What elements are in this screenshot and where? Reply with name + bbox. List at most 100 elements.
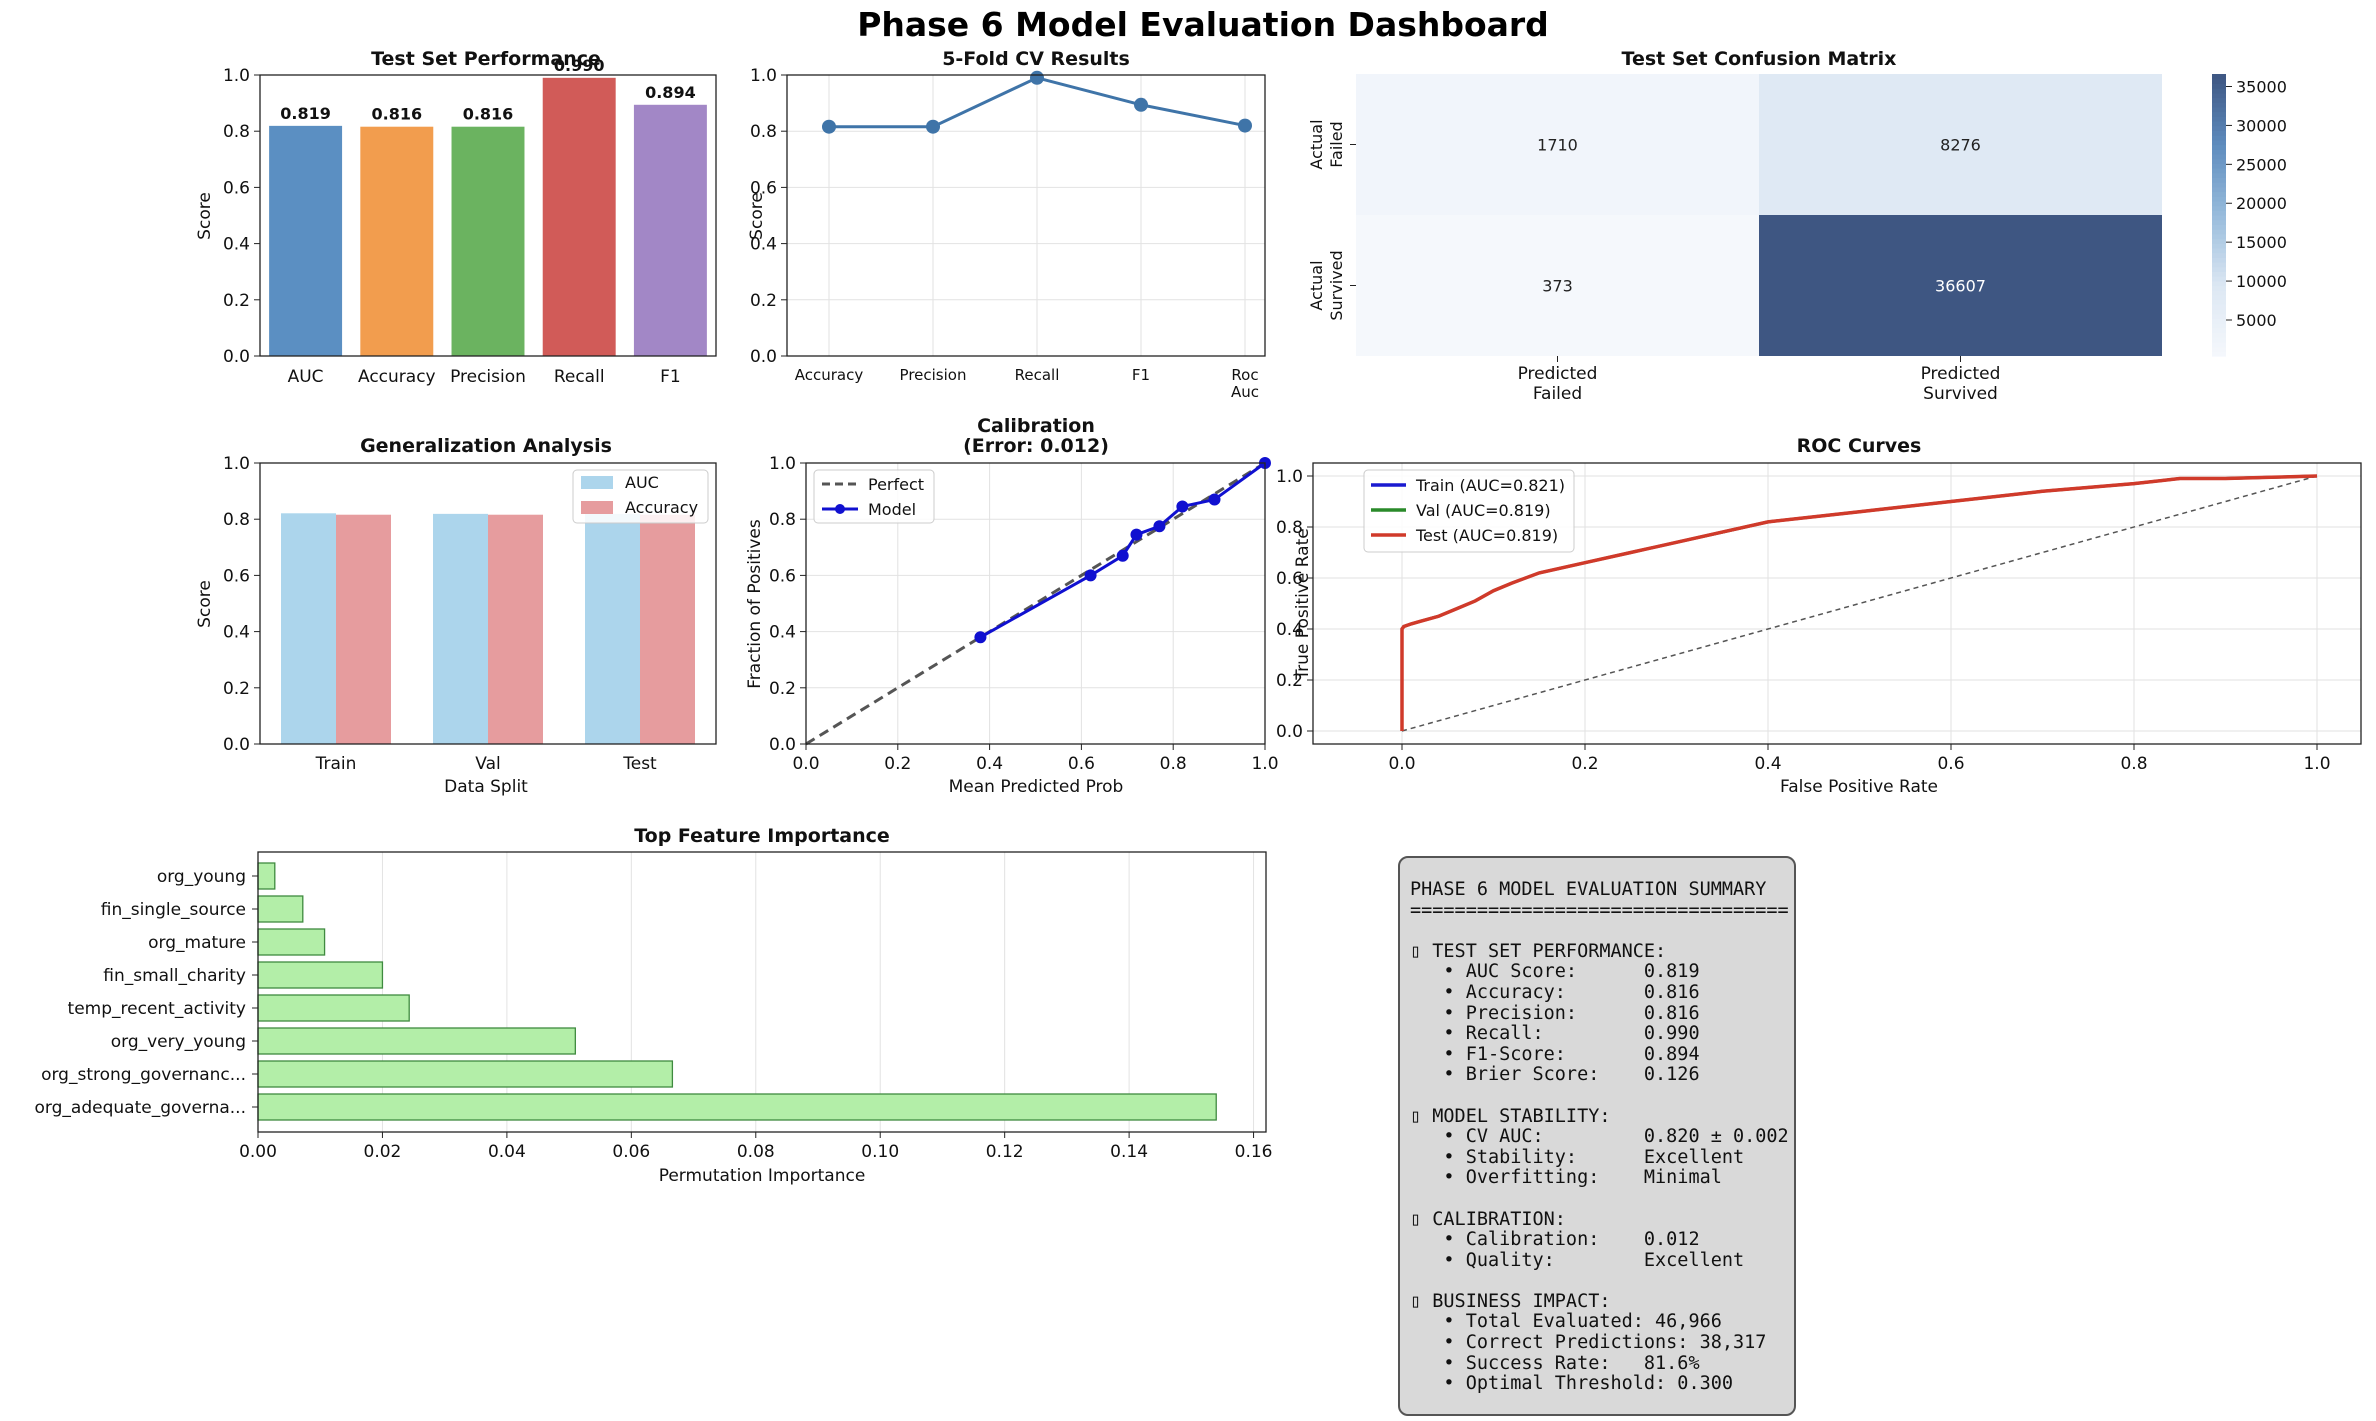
col-label: Failed (1533, 384, 1582, 404)
summary-line: • Overfitting: Minimal (1410, 1167, 1722, 1189)
model-point (1153, 520, 1166, 533)
colorbar-segment (2212, 111, 2226, 117)
cv-point (1030, 70, 1044, 85)
colorbar-segment (2212, 276, 2226, 282)
summary-line: • AUC Score: 0.819 (1410, 961, 1700, 983)
bar-accuracy-train (336, 514, 391, 744)
colorbar-tick-label: 30000 (2236, 116, 2287, 135)
colorbar-segment (2212, 309, 2226, 315)
heatmap-cell (1356, 74, 1759, 215)
chart-title: Test Set Confusion Matrix (1622, 48, 1897, 70)
y-tick-label: 0.6 (223, 178, 250, 198)
model-point (974, 631, 987, 644)
summary-line: ▯ MODEL STABILITY: (1410, 1105, 1611, 1127)
y-axis-label: True Positive Rate (1293, 528, 1313, 680)
chart-title: Calibration (977, 415, 1095, 437)
x-tick-label: Test (622, 754, 657, 774)
colorbar-segment (2212, 318, 2226, 324)
summary-line: • Quality: Excellent (1410, 1249, 1745, 1271)
colorbar-segment (2212, 135, 2226, 141)
x-tick-label: 1.0 (2303, 754, 2330, 774)
model-point (1116, 549, 1129, 562)
y-tick-label: 0.8 (223, 510, 250, 530)
y-tick-label: 0.4 (769, 623, 796, 643)
colorbar-segment (2212, 102, 2226, 108)
x-tick-label: 0.04 (488, 1142, 526, 1162)
summary-line: • Optimal Threshold: 0.300 (1410, 1373, 1734, 1395)
x-tick-label: F1 (1132, 366, 1150, 384)
x-tick-label: Auc (1231, 383, 1259, 401)
summary-line (1410, 921, 1794, 942)
colorbar-segment (2212, 116, 2226, 122)
y-tick-label: 0.6 (1276, 569, 1303, 589)
summary-line: • Brier Score: 0.126 (1410, 1064, 1700, 1086)
y-tick-label: 0.8 (1276, 518, 1303, 538)
bar-auc-test (585, 513, 640, 744)
colorbar-segment (2212, 106, 2226, 113)
summary-line: ================================== (1410, 899, 1789, 921)
x-tick-label: Roc (1231, 366, 1258, 384)
x-tick-label: 0.0 (792, 754, 819, 774)
summary-line: ▯ CALIBRATION: (1410, 1208, 1566, 1230)
y-tick-label: 0.6 (769, 566, 796, 586)
x-tick-label: 0.08 (737, 1142, 775, 1162)
x-tick-label: AUC (288, 367, 324, 387)
x-tick-label: Recall (1015, 366, 1060, 384)
roc-curve-2 (1400, 474, 2318, 731)
colorbar-segment (2212, 271, 2226, 277)
summary-line: ▯ TEST SET PERFORMANCE: (1410, 940, 1667, 962)
summary-line: • Stability: Excellent (1410, 1146, 1745, 1168)
cell-value: 36607 (1935, 277, 1986, 296)
heatmap-cell (1759, 215, 2162, 356)
x-tick-label: 0.16 (1235, 1142, 1273, 1162)
cell-value: 1710 (1537, 136, 1578, 155)
colorbar-segment (2212, 304, 2226, 310)
y-tick-label: 0.0 (223, 347, 250, 367)
y-tick-label: 0.6 (223, 566, 250, 586)
feature-label: org_very_young (111, 1032, 246, 1052)
legend-swatch (581, 476, 613, 489)
colorbar-segment (2212, 285, 2226, 291)
legend-label: Model (868, 500, 916, 519)
col-label: Predicted (1921, 364, 2001, 384)
y-tick-label: 1.0 (769, 454, 796, 474)
colorbar-segment (2212, 205, 2226, 211)
heatmap-cell (1759, 74, 2162, 215)
x-tick-label: 0.00 (239, 1142, 277, 1162)
colorbar-segment (2212, 191, 2226, 197)
y-tick-label: 0.2 (1276, 671, 1303, 691)
legend-marker (835, 504, 845, 514)
legend-label: Val (AUC=0.819) (1416, 501, 1551, 520)
colorbar-segment (2212, 215, 2226, 221)
x-tick-label: 0.0 (1388, 754, 1415, 774)
x-tick-label: 0.6 (1937, 754, 1964, 774)
colorbar-segment (2212, 346, 2226, 352)
row-label: Survived (1327, 250, 1346, 320)
colorbar-tick-label: 15000 (2236, 233, 2287, 252)
plot-frame (257, 851, 1267, 1133)
colorbar-segment (2212, 97, 2226, 103)
legend-swatch (581, 501, 613, 514)
colorbar-segment (2212, 294, 2226, 301)
x-tick-label: Accuracy (795, 366, 864, 384)
x-tick-label: 1.0 (1251, 754, 1278, 774)
y-tick-label: 0.2 (223, 679, 250, 699)
colorbar-segment (2212, 299, 2226, 305)
x-axis-label: Data Split (444, 777, 528, 797)
cell-value: 8276 (1940, 136, 1981, 155)
y-tick-label: 0.4 (223, 623, 250, 643)
chart-title: Test Set Performance (371, 48, 601, 70)
summary-line: • F1-Score: 0.894 (1410, 1043, 1700, 1065)
colorbar-segment (2212, 290, 2226, 296)
summary-line: • Correct Predictions: 38,317 (1410, 1332, 1767, 1354)
colorbar-segment (2212, 182, 2226, 188)
colorbar-segment (2212, 78, 2226, 84)
y-axis-label: Score (195, 192, 215, 240)
feature-bar (257, 1060, 674, 1088)
colorbar-segment (2212, 224, 2226, 230)
colorbar-segment (2212, 139, 2226, 146)
colorbar-segment (2212, 327, 2226, 334)
colorbar-tick-label: 20000 (2236, 194, 2287, 213)
y-axis-label: Fraction of Positives (745, 519, 765, 689)
summary-line: • Recall: 0.990 (1410, 1023, 1700, 1045)
